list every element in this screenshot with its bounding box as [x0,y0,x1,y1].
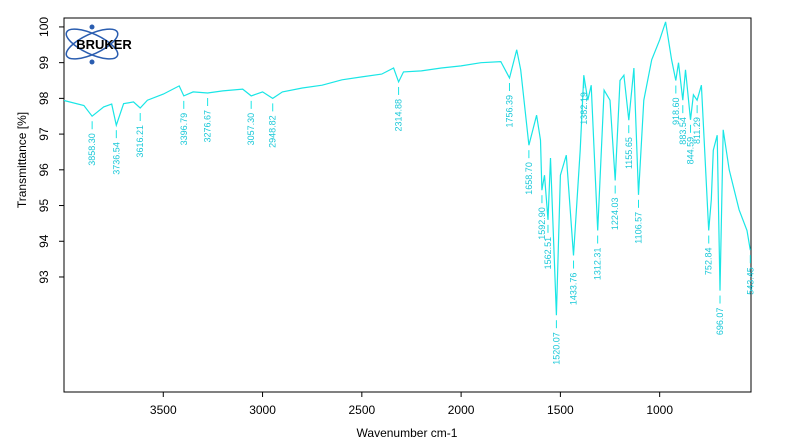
peak-label: 3858.30 [87,133,97,166]
peak-label: 3396.79 [179,113,189,146]
y-axis-label: Transmittance [%] [15,112,29,208]
x-tick-label: 2000 [448,403,475,417]
peak-label: 543.45 [745,267,755,295]
x-tick-label: 2500 [348,403,375,417]
peak-label: 844.59 [686,137,696,165]
peak-label: 883.54 [678,117,688,145]
peak-label: 1312.31 [593,248,603,281]
x-tick-label: 3000 [249,403,276,417]
peak-label: 752.84 [704,248,714,276]
peak-label: 1382.19 [579,92,589,125]
logo-orbit [65,28,119,60]
peak-label: 1658.70 [524,162,534,195]
y-tick-label: 99 [37,56,51,70]
peak-label: 1106.57 [634,212,644,244]
peak-label: 2948.82 [268,115,278,148]
logo-dot [89,59,95,65]
peak-label: 3276.67 [203,110,213,143]
peak-label: 811.29 [692,117,702,144]
peak-label: 1433.76 [569,273,579,306]
x-tick-label: 3500 [150,403,177,417]
peak-label: 1224.03 [610,198,620,231]
y-tick-label: 98 [37,91,51,105]
peak-label: 3616.21 [135,125,145,158]
y-tick-label: 96 [37,163,51,177]
peak-label: 696.07 [715,308,725,336]
plot-frame [63,17,752,393]
logo: BRUKER [65,24,132,65]
peak-label: 1562.51 [543,237,553,270]
x-axis-label: Wavenumber cm-1 [357,426,458,440]
x-tick-label: 1000 [646,403,673,417]
x-tick-label: 1500 [547,403,574,417]
peak-label: 918.60 [671,98,681,126]
y-tick-label: 100 [37,17,51,37]
peak-label: 1592.90 [537,207,547,240]
peak-label: 1155.65 [624,137,634,169]
peak-label: 1520.07 [551,332,561,365]
logo-text: BRUKER [76,37,132,52]
logo-orbit [65,28,119,60]
spectrum-line [63,21,751,316]
peak-label: 3057.30 [246,113,256,146]
peak-label: 3736.54 [111,142,121,175]
y-tick-label: 97 [37,127,51,141]
peak-label: 1756.39 [504,95,514,128]
logo-dot [89,24,95,30]
y-tick-label: 93 [37,270,51,284]
y-tick-label: 95 [37,199,51,213]
peak-label: 2314.88 [394,99,404,132]
y-tick-label: 94 [37,234,51,248]
